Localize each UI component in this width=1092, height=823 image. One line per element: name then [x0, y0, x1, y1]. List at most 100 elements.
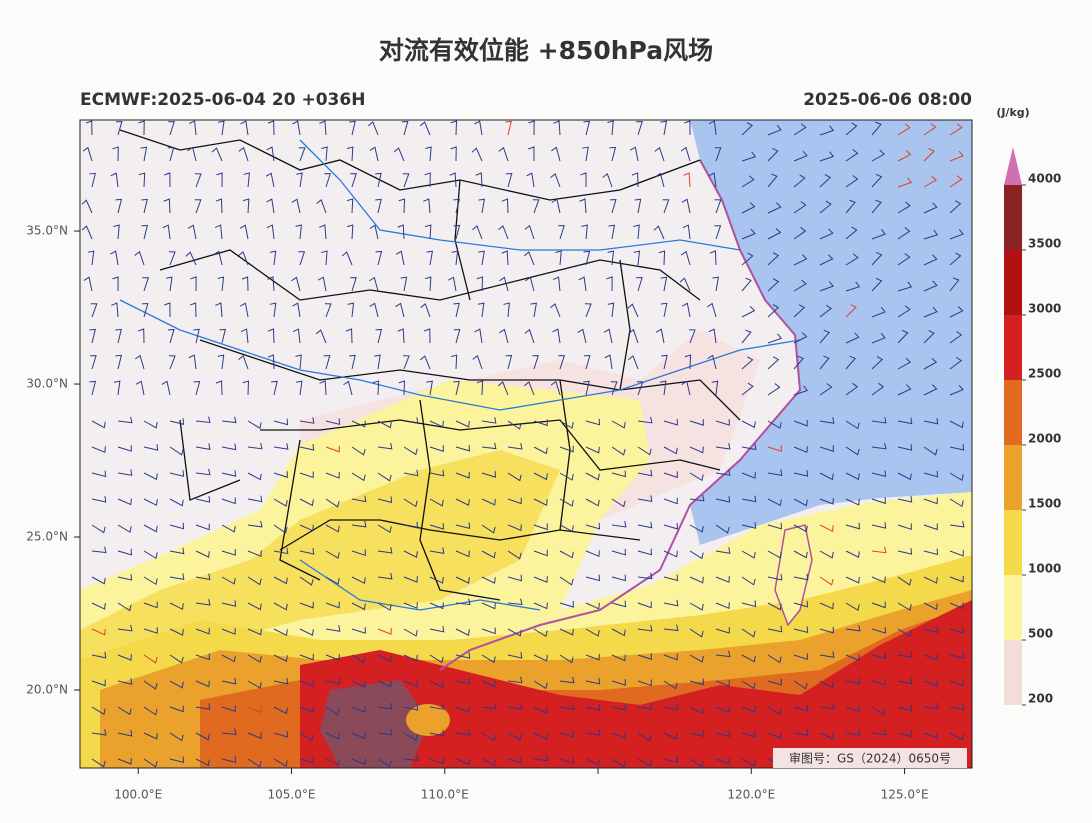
x-tick-label: 125.0°E [881, 788, 929, 802]
wind-barb [819, 151, 835, 162]
wind-barb [551, 198, 561, 214]
wind-barb [267, 354, 275, 370]
wind-barb [533, 549, 548, 557]
wind-barb [447, 276, 457, 292]
wind-barb [507, 756, 523, 764]
wind-barb [403, 446, 418, 456]
colorbar-segment [1004, 315, 1022, 380]
wind-barb [897, 417, 913, 425]
wind-barb [684, 354, 692, 370]
wind-barb [819, 281, 834, 292]
wind-barb [949, 575, 964, 583]
wind-barb [528, 120, 535, 136]
wind-barb [429, 445, 444, 452]
wind-barb [323, 354, 331, 370]
wind-barb [871, 576, 886, 584]
wind-barb [741, 495, 757, 503]
wind-barb [585, 758, 600, 766]
wind-barb [112, 146, 119, 162]
wind-barb [708, 328, 717, 344]
wind-barb [346, 224, 354, 240]
wind-barb [871, 522, 887, 529]
colorbar-label: 2500 [1028, 367, 1061, 381]
wind-barb [741, 600, 757, 608]
wind-barb [377, 654, 392, 663]
wind-barb [741, 522, 757, 529]
wind-barb [169, 355, 176, 370]
wind-barb [369, 276, 379, 292]
wind-barb [949, 549, 964, 557]
wind-barb [793, 279, 807, 292]
wind-barb [715, 419, 730, 426]
wind-barb [897, 357, 912, 370]
wind-barb [471, 147, 483, 162]
wind-barb [819, 304, 832, 318]
wind-barb [793, 150, 808, 162]
wind-barb [481, 576, 496, 584]
wind-barb [117, 757, 132, 765]
wind-barb [767, 678, 782, 686]
wind-barb [143, 627, 158, 634]
wind-barb [637, 469, 653, 477]
wind-barb [115, 328, 122, 344]
wind-barb [505, 120, 512, 136]
wind-barb [923, 470, 939, 478]
wind-barb [164, 302, 171, 318]
wind-barb [897, 576, 912, 586]
wind-barb [715, 576, 730, 583]
wind-barb [507, 703, 523, 710]
wind-barb [949, 306, 964, 318]
wind-barb [819, 445, 834, 452]
wind-barb [91, 706, 106, 716]
wind-barb [533, 732, 548, 740]
wind-barb [611, 470, 627, 478]
wind-barb [143, 654, 158, 664]
wind-barb [581, 224, 588, 240]
wind-barb [137, 328, 145, 344]
wind-barb [658, 250, 666, 266]
wind-barb [142, 277, 150, 292]
wind-barb [767, 654, 782, 664]
wind-barb [707, 354, 717, 370]
wind-barb [169, 756, 185, 764]
wind-barb [393, 147, 405, 162]
wind-barb [871, 199, 882, 214]
y-tick-label: 35.0°N [26, 224, 68, 238]
wind-barb [89, 380, 97, 396]
wind-barb [472, 225, 483, 240]
wind-barb [478, 198, 485, 214]
wind-barb [269, 302, 277, 318]
wind-barb [90, 303, 98, 318]
wind-barb [187, 146, 197, 162]
wind-barb [897, 305, 911, 318]
wind-barb [662, 199, 670, 214]
wind-barb [819, 355, 830, 370]
wind-barb [897, 281, 913, 292]
wind-barb [117, 654, 132, 661]
wind-barb [265, 172, 275, 188]
title: 对流有效位能 +850hPa风场 [379, 36, 713, 65]
colorbar-label: 1500 [1028, 497, 1061, 511]
wind-barb [420, 302, 431, 318]
wind-barb [213, 250, 223, 266]
wind-barb [91, 546, 107, 554]
wind-barb [403, 576, 418, 583]
wind-barb [247, 576, 262, 586]
wind-barb [767, 147, 779, 162]
wind-barb [507, 443, 523, 450]
wind-barb [871, 416, 887, 424]
wind-barb [167, 146, 175, 162]
wind-barb [663, 574, 679, 582]
wind-barb [503, 302, 510, 318]
wind-barb [637, 702, 653, 710]
wind-barb [143, 706, 158, 716]
wind-barb [319, 120, 327, 136]
wind-barb [450, 120, 458, 136]
wind-barb [377, 602, 392, 611]
wind-barb [481, 498, 496, 506]
colorbar-segment [1004, 445, 1022, 510]
wind-barb [299, 628, 314, 636]
wind-barb [603, 328, 613, 344]
wind-barb [845, 705, 860, 713]
wind-barb [689, 472, 704, 482]
